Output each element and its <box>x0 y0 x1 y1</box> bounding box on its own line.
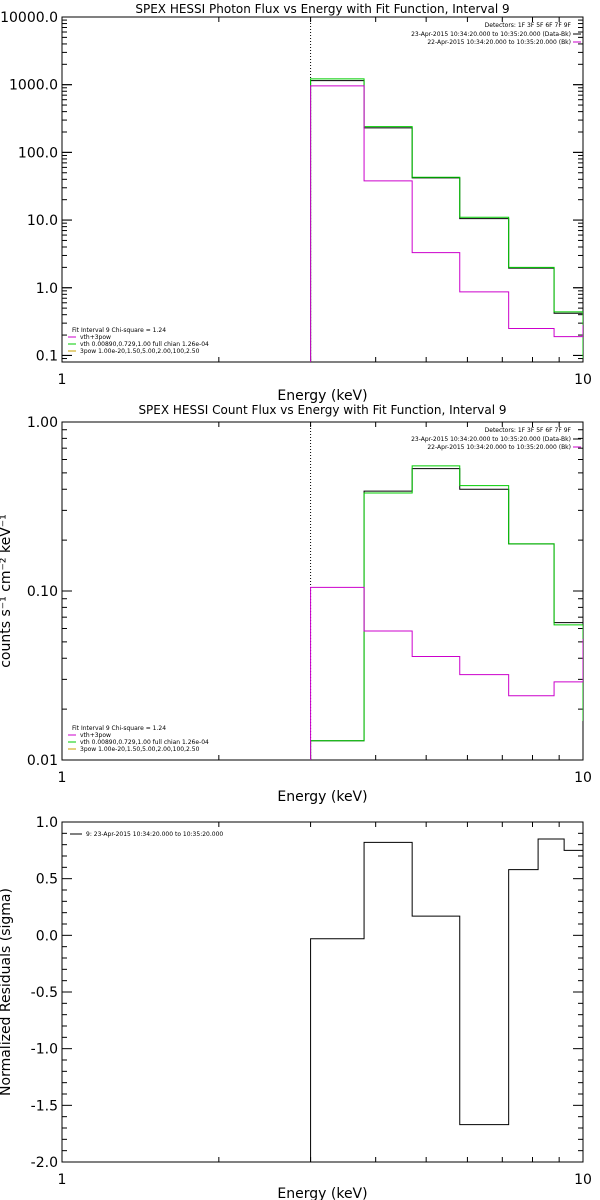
y-tick-label: 0.01 <box>27 753 58 769</box>
x-tick-label: 1 <box>58 372 67 388</box>
legend-detectors: Detectors: 1F 3F 5F 6F 7F 9F <box>485 427 572 434</box>
legend-entry: 3pow 1.00e-20,1.50,5.00,2.00,100,2.50 <box>80 746 200 753</box>
y-tick-label: 1.0 <box>36 815 58 831</box>
series-3-line <box>310 85 583 362</box>
series-2-line <box>310 465 583 760</box>
legend-entry: 23-Apr-2015 10:34:20.000 to 10:35:20.000… <box>411 436 571 443</box>
chart-title: SPEX HESSI Photon Flux vs Energy with Fi… <box>135 2 509 16</box>
plot-frame <box>61 821 584 1163</box>
legend-entry: vth+3pow <box>80 732 111 739</box>
y-tick-label: 0.1 <box>36 348 58 364</box>
series-1-line <box>310 468 583 760</box>
y-tick-label: -0.5 <box>31 985 58 1001</box>
x-tick-label: 1 <box>58 1172 67 1188</box>
legend-entry: vth 0.00890,0.729,1.00 full chian 1.26e-… <box>80 739 209 746</box>
y-tick-label: 0.0 <box>36 928 58 944</box>
legend-entry: 22-Apr-2015 10:34:20.000 to 10:35:20.000… <box>427 39 571 46</box>
legend-entry: vth 0.00890,0.729,1.00 full chian 1.26e-… <box>80 341 209 348</box>
y-tick-label: 1.0 <box>36 281 58 297</box>
chart-title: SPEX HESSI Count Flux vs Energy with Fit… <box>138 403 506 417</box>
data-layer <box>310 838 583 1162</box>
series-1-line <box>310 80 583 362</box>
y-tick-label: -1.0 <box>31 1042 58 1058</box>
plot-frame <box>61 421 584 761</box>
data-layer <box>310 465 583 760</box>
x-tick-label: 10 <box>574 770 592 786</box>
x-tick-label: 10 <box>574 1172 592 1188</box>
chart-panel-2 <box>61 421 584 761</box>
chart-panel-1 <box>61 16 584 363</box>
y-tick-label: -2.0 <box>31 1155 58 1171</box>
legend-entry: vth+3pow <box>80 334 111 341</box>
y-tick-label: 1.00 <box>27 415 58 431</box>
chart-panel-3 <box>61 821 584 1163</box>
legend-entry: 3pow 1.00e-20,1.50,5.00,2.00,100,2.50 <box>80 348 200 355</box>
y-tick-label: -1.5 <box>31 1098 58 1114</box>
series-2-line <box>310 78 583 362</box>
y-tick-label: 0.10 <box>27 584 58 600</box>
y-axis-label: Normalized Residuals (sigma) <box>0 888 14 1096</box>
data-layer <box>310 78 583 362</box>
plot-frame <box>61 16 584 363</box>
legend-fit-header: Fit Interval 9 Chi-square = 1.24 <box>72 725 166 732</box>
legend-fit-header: Fit Interval 9 Chi-square = 1.24 <box>72 327 166 334</box>
y-tick-label: 10.0 <box>27 213 58 229</box>
x-tick-label: 10 <box>574 372 592 388</box>
x-tick-label: 1 <box>58 770 67 786</box>
series-3-line <box>310 586 583 760</box>
x-axis-label: Energy (keV) <box>277 388 367 404</box>
y-tick-label: 1000.0 <box>9 78 58 94</box>
legend-entry: 22-Apr-2015 10:34:20.000 to 10:35:20.000… <box>427 444 571 451</box>
series-1-line <box>310 838 583 1162</box>
x-axis-label: Energy (keV) <box>277 1186 367 1200</box>
y-axis-label: counts s⁻¹ cm⁻² keV⁻¹ <box>0 514 14 668</box>
legend-entry: 9: 23-Apr-2015 10:34:20.000 to 10:35:20.… <box>86 831 223 838</box>
legend-detectors: Detectors: 1F 3F 5F 6F 7F 9F <box>485 22 572 29</box>
y-tick-label: 0.5 <box>36 872 58 888</box>
y-tick-label: 100.0 <box>18 145 58 161</box>
x-axis-label: Energy (keV) <box>277 789 367 805</box>
legend-entry: 23-Apr-2015 10:34:20.000 to 10:35:20.000… <box>411 31 571 38</box>
y-tick-label: 10000.0 <box>0 10 58 26</box>
